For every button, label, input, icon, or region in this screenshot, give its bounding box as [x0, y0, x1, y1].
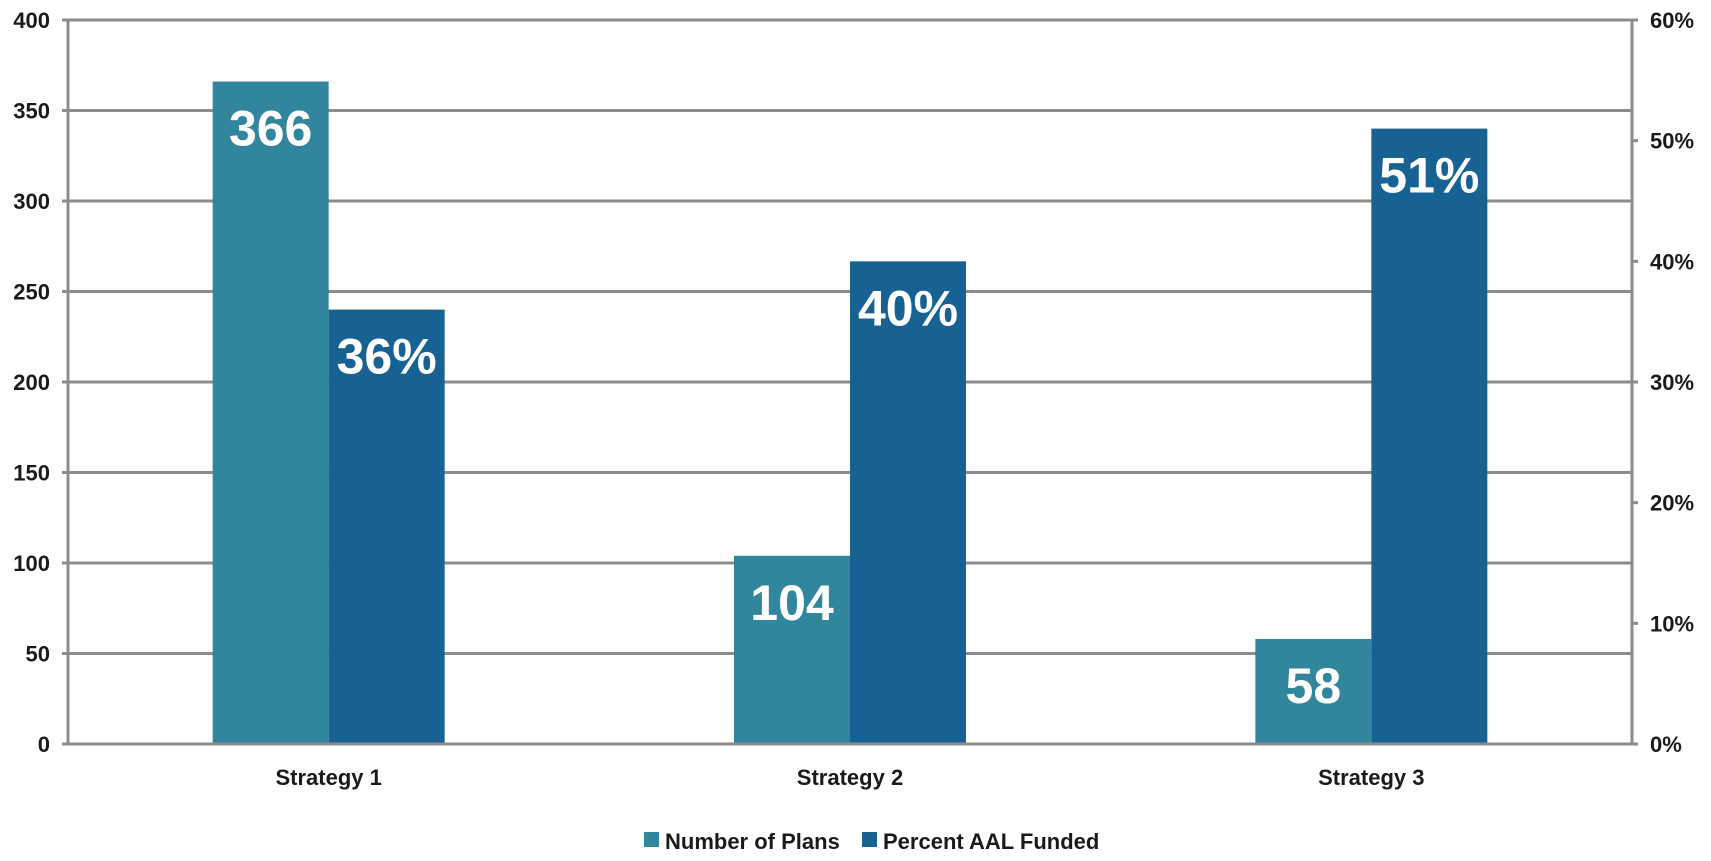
left-axis-tick-label: 200 — [13, 370, 50, 395]
data-label: 366 — [229, 101, 312, 157]
category-labels: Strategy 1 Strategy 2 Strategy 3 — [275, 765, 1424, 790]
data-label: 51% — [1379, 148, 1479, 204]
axes — [62, 18, 1638, 746]
data-labels: 366 36% 104 40% 58 51% — [229, 101, 1479, 714]
left-axis-tick-label: 400 — [13, 8, 50, 33]
right-axis-tick-label: 10% — [1650, 611, 1694, 636]
legend-entry: Percent AAL Funded — [883, 829, 1099, 854]
left-axis-tick-label: 250 — [13, 280, 50, 305]
left-axis-tick-label: 50 — [26, 642, 50, 667]
left-axis-tick-label: 300 — [13, 189, 50, 214]
legend: Number of Plans Percent AAL Funded — [644, 829, 1099, 854]
data-label: 36% — [337, 329, 437, 385]
left-axis-tick-label: 350 — [13, 99, 50, 124]
data-label: 40% — [858, 280, 958, 336]
right-axis-tick-labels: 0% 10% 20% 30% 40% 50% 60% — [1650, 8, 1694, 757]
bar-number-of-plans — [1255, 639, 1372, 744]
bar-number-of-plans — [734, 555, 850, 744]
legend-entry: Number of Plans — [665, 829, 840, 854]
bar-percent-aal-funded — [850, 261, 966, 744]
bar-number-of-plans — [212, 81, 329, 745]
left-axis-tick-label: 100 — [13, 551, 50, 576]
right-axis-tick-label: 50% — [1650, 129, 1694, 154]
right-axis-tick-label: 0% — [1650, 732, 1682, 757]
legend-swatch — [862, 832, 877, 847]
right-axis-tick-label: 20% — [1650, 491, 1694, 516]
left-axis-tick-label: 150 — [13, 461, 50, 486]
data-label: 104 — [750, 575, 834, 631]
category-label: Strategy 1 — [275, 765, 381, 790]
left-axis-tick-labels: 0 50 100 150 200 250 300 350 400 — [13, 8, 50, 757]
bar-percent-aal-funded — [328, 309, 445, 744]
bar-percent-aal-funded — [1371, 128, 1488, 745]
bars — [212, 81, 1488, 745]
right-axis-tick-label: 30% — [1650, 370, 1694, 395]
data-label: 58 — [1286, 658, 1342, 714]
legend-swatch — [644, 832, 659, 847]
category-label: Strategy 3 — [1318, 765, 1424, 790]
left-axis-tick-label: 0 — [38, 732, 50, 757]
right-axis-tick-label: 60% — [1650, 8, 1694, 33]
right-axis-tick-label: 40% — [1650, 249, 1694, 274]
category-label: Strategy 2 — [797, 765, 903, 790]
